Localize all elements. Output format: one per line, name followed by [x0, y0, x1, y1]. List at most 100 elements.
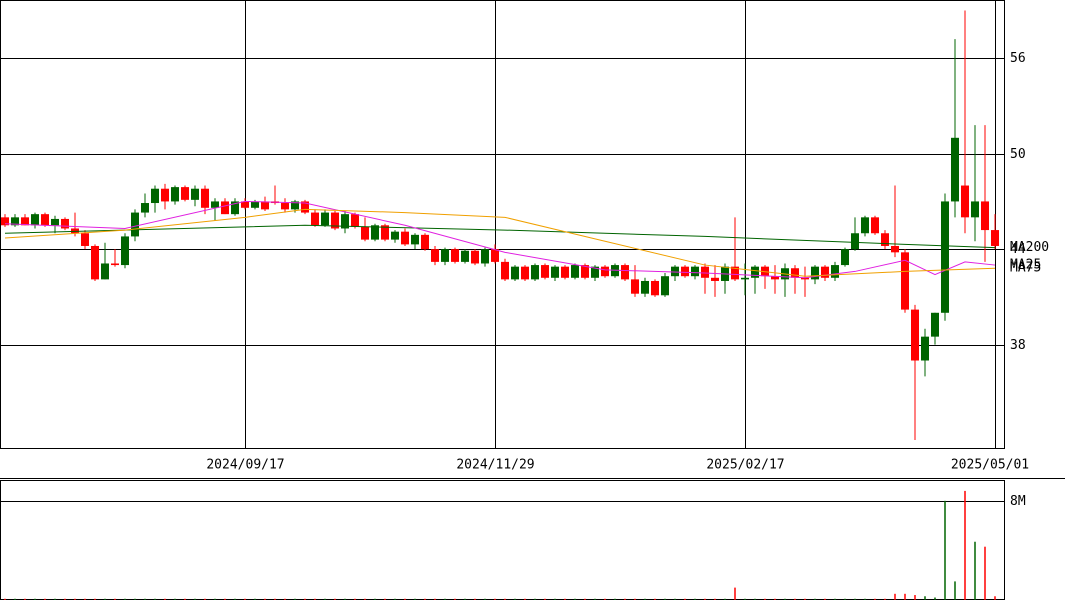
ma-line: [4, 200, 996, 279]
candle-body: [881, 233, 889, 246]
ma-line: [4, 224, 996, 249]
candle-body: [191, 188, 199, 200]
candle-body: [551, 266, 559, 278]
candle-body: [591, 266, 599, 278]
y-tick-label: 56: [1010, 51, 1026, 66]
candle-body: [351, 214, 359, 227]
candle-body: [251, 201, 259, 208]
candle-body: [821, 266, 829, 278]
x-tick-label: 2025/05/01: [951, 458, 1029, 473]
candle-body: [181, 187, 189, 200]
candle-body: [151, 188, 159, 204]
candle-body: [261, 201, 269, 210]
candle-body: [51, 218, 59, 226]
candle-body: [951, 137, 959, 202]
candle-body: [791, 268, 799, 278]
candle-body: [701, 266, 709, 278]
candle-body: [211, 201, 219, 208]
candle-body: [401, 231, 409, 245]
candle-body: [141, 203, 149, 213]
candle-body: [1, 217, 9, 226]
legend-label: MA25: [1010, 258, 1041, 273]
candle-body: [91, 245, 99, 280]
candle-body: [301, 201, 309, 213]
candle-body: [221, 201, 229, 215]
candle-body: [971, 201, 979, 218]
candle-body: [441, 249, 449, 262]
candle-body: [231, 201, 239, 215]
candle-body: [911, 309, 919, 361]
y-tick-label: 50: [1010, 147, 1026, 162]
candle-body: [201, 188, 209, 208]
candle-body: [361, 226, 369, 240]
volume-frame: [0, 480, 1005, 600]
candle-body: [101, 263, 109, 280]
candle-body: [411, 234, 419, 245]
x-tick-label: 2025/02/17: [706, 458, 784, 473]
candle-body: [921, 336, 929, 361]
y-tick-label: 44: [1010, 242, 1026, 257]
candle-body: [331, 212, 339, 229]
candle-body: [431, 249, 439, 262]
x-tick-label: 2024/11/29: [456, 458, 534, 473]
legend-label: MA75: [1010, 261, 1041, 276]
x-tick-label: 2024/09/17: [206, 458, 284, 473]
candle-body: [41, 214, 49, 226]
candle-body: [481, 249, 489, 264]
candle-body: [541, 265, 549, 278]
candle-body: [711, 277, 719, 281]
candle-body: [461, 250, 469, 262]
candle-body: [841, 249, 849, 266]
candle-body: [831, 265, 839, 278]
candle-body: [631, 279, 639, 294]
candle-body: [171, 187, 179, 202]
candle-body: [801, 277, 809, 280]
y-tick-label: 38: [1010, 338, 1026, 353]
candle-body: [771, 276, 779, 280]
candle-body: [471, 250, 479, 264]
candle-body: [861, 217, 869, 234]
candle-body: [681, 266, 689, 277]
candle-body: [121, 236, 129, 266]
candle-body: [731, 266, 739, 280]
candle-body: [421, 234, 429, 250]
candle-body: [571, 265, 579, 278]
candle-body: [451, 249, 459, 262]
candle-body: [671, 266, 679, 277]
candle-body: [11, 217, 19, 226]
candle-body: [961, 185, 969, 218]
candle-body: [31, 214, 39, 226]
candle-body: [381, 225, 389, 240]
candle-body: [811, 266, 819, 280]
candle-body: [641, 280, 649, 294]
candle-body: [321, 212, 329, 226]
candle-body: [851, 233, 859, 250]
candle-body: [491, 249, 499, 262]
candle-body: [581, 265, 589, 278]
candle-body: [341, 214, 349, 229]
candle-body: [511, 266, 519, 280]
y-tick-label: 8M: [1010, 494, 1026, 509]
candle-body: [741, 277, 749, 280]
candle-body: [531, 265, 539, 280]
candle-body: [991, 230, 999, 246]
candle-body: [621, 265, 629, 280]
candle-body: [501, 261, 509, 280]
candle-body: [21, 217, 29, 226]
candle-body: [651, 280, 659, 296]
candle-body: [371, 225, 379, 240]
price-frame: [0, 0, 1005, 449]
candle-body: [131, 212, 139, 237]
candle-body: [941, 201, 949, 313]
candle-body: [81, 233, 89, 246]
candle-body: [691, 266, 699, 277]
candle-body: [561, 266, 569, 278]
candle-body: [241, 201, 249, 208]
candle-body: [871, 217, 879, 234]
candle-body: [661, 276, 669, 296]
candle-body: [111, 263, 119, 266]
candle-body: [601, 266, 609, 277]
legend-label: MA200: [1010, 240, 1049, 255]
candle-body: [291, 201, 299, 210]
